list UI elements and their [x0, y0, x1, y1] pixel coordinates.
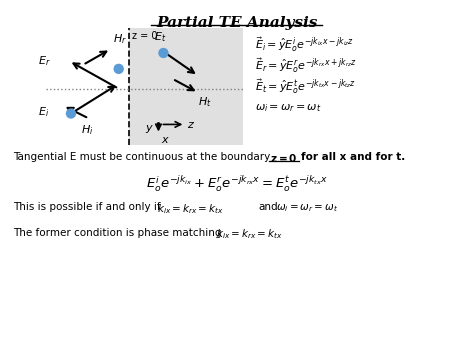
Bar	[128, 28, 243, 145]
Text: $E_r$: $E_r$	[38, 54, 51, 68]
Text: $\omega_i = \omega_r = \omega_t$: $\omega_i = \omega_r = \omega_t$	[276, 202, 338, 213]
Text: $E_t$: $E_t$	[155, 30, 166, 44]
Text: $H_t$: $H_t$	[198, 96, 212, 109]
Text: z = 0: z = 0	[132, 31, 157, 41]
Text: Partial TE Analysis: Partial TE Analysis	[156, 16, 318, 30]
Text: $k_{ix} = k_{rx} = k_{tx}$: $k_{ix} = k_{rx} = k_{tx}$	[216, 228, 283, 242]
Text: $x$: $x$	[162, 135, 170, 145]
Text: $\omega_i = \omega_r = \omega_t$: $\omega_i = \omega_r = \omega_t$	[255, 103, 321, 114]
Text: $\vec{E}_r = \hat{y}E_o^r e^{-jk_{rx}x+jk_{rz}z}$: $\vec{E}_r = \hat{y}E_o^r e^{-jk_{rx}x+j…	[255, 56, 356, 75]
Text: $E_i$: $E_i$	[38, 105, 49, 120]
Text: for all x and for t.: for all x and for t.	[301, 152, 405, 162]
Text: $H_r$: $H_r$	[113, 32, 127, 46]
Text: $z$: $z$	[187, 121, 195, 130]
Text: This is possible if and only if: This is possible if and only if	[13, 202, 161, 212]
Text: and: and	[258, 202, 277, 212]
Text: $\vec{E}_t = \hat{y}E_o^t e^{-jk_{tx}x-jk_{tz}z}$: $\vec{E}_t = \hat{y}E_o^t e^{-jk_{tx}x-j…	[255, 77, 356, 95]
Text: $E_o^i e^{-jk_{ix}} + E_o^r e^{-jk_{rx}x} = E_o^t e^{-jk_{tx}x}$: $E_o^i e^{-jk_{ix}} + E_o^r e^{-jk_{rx}x…	[146, 175, 328, 194]
Text: The former condition is phase matching: The former condition is phase matching	[13, 228, 222, 238]
Circle shape	[159, 49, 168, 58]
Circle shape	[157, 123, 160, 126]
Text: $\mathbf{z = 0}$: $\mathbf{z = 0}$	[270, 152, 297, 164]
Circle shape	[114, 64, 123, 73]
Text: $H_i$: $H_i$	[81, 123, 93, 137]
Text: $k_{ix} = k_{rx} = k_{tx}$: $k_{ix} = k_{rx} = k_{tx}$	[157, 202, 224, 216]
Text: Tangential E must be continuous at the boundary: Tangential E must be continuous at the b…	[13, 152, 271, 162]
Text: $\vec{E}_i = \hat{y}E_o^i e^{-jk_{ix}x-jk_{iz}z}$: $\vec{E}_i = \hat{y}E_o^i e^{-jk_{ix}x-j…	[255, 35, 354, 54]
Text: $y$: $y$	[145, 123, 154, 135]
Circle shape	[66, 109, 75, 118]
